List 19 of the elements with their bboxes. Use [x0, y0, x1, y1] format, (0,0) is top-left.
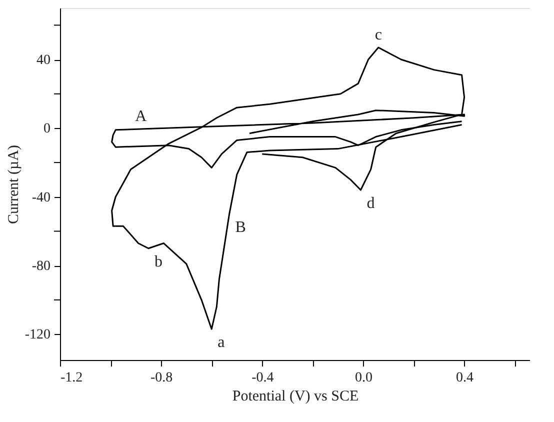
annotation: B — [235, 219, 246, 236]
y-tick-label: -120 — [24, 328, 50, 343]
y-axis-title: Current (µA) — [6, 144, 22, 224]
y-tick-label: 0 — [44, 122, 50, 137]
annotation: d — [366, 195, 375, 212]
y-tick-label: 40 — [36, 53, 50, 68]
annotation: A — [135, 108, 148, 126]
x-axis-title: Potential (V) vs SCE — [232, 388, 359, 404]
x-tick-label: 0.0 — [354, 370, 372, 386]
x-tick-label: -1.2 — [60, 370, 83, 386]
annotation: a — [218, 334, 225, 352]
x-tick-label: -0.4 — [252, 370, 274, 386]
x-tick-label: -0.8 — [150, 370, 173, 386]
y-tick-label: -80 — [32, 259, 50, 274]
line-series — [111, 46, 466, 330]
x-tick-label: 0.4 — [456, 370, 474, 386]
annotation: c — [374, 26, 382, 44]
y-tick-label: -40 — [32, 190, 50, 206]
annotation: b — [154, 253, 162, 270]
